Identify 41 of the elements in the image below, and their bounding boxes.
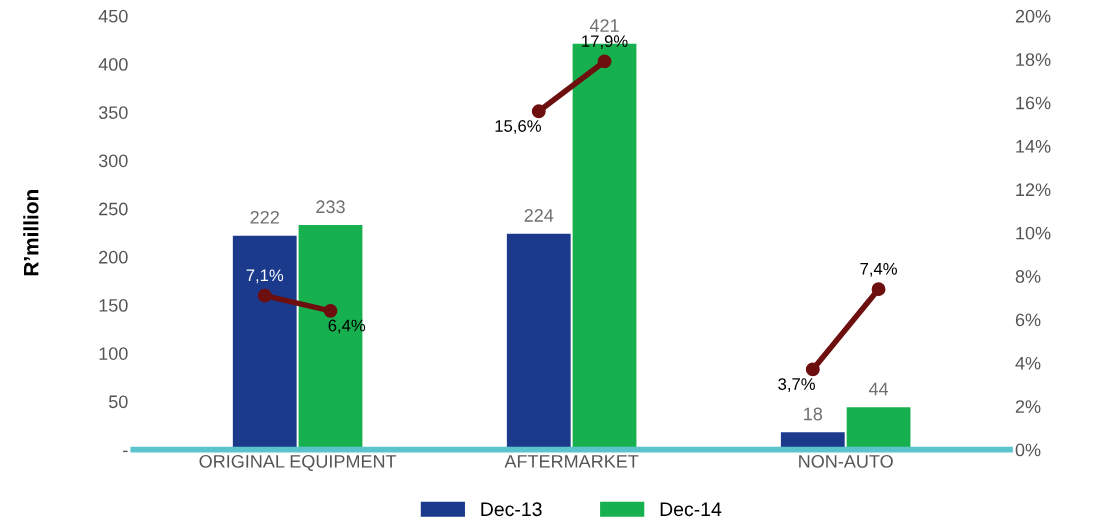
y-tick-label: 150 xyxy=(99,298,128,312)
y2-tick-label: 8% xyxy=(1015,270,1041,283)
y-tick-label: 250 xyxy=(99,202,128,216)
data-label: 44 xyxy=(868,382,889,396)
data-label: 7,4% xyxy=(860,263,897,277)
legend-label: Dec-14 xyxy=(660,502,722,517)
y-axis-title: R’million xyxy=(23,190,39,276)
y2-tick-label: 14% xyxy=(1016,140,1051,153)
y-tick-label: 300 xyxy=(98,154,128,168)
y2-tick-label: 20% xyxy=(1015,9,1051,23)
bar xyxy=(232,235,297,450)
data-label: 421 xyxy=(589,19,619,32)
data-label: 7,1% xyxy=(246,269,284,284)
x-tick-label: ORIGINAL EQUIPMENT xyxy=(199,454,397,472)
legend-label: Dec-13 xyxy=(481,502,542,517)
y2-tick-label: 6% xyxy=(1015,313,1041,327)
x-tick-label: NON-AUTO xyxy=(799,454,893,468)
bar xyxy=(298,225,363,450)
y2-tick-label: 12% xyxy=(1016,183,1051,197)
y2-tick-label: 16% xyxy=(1016,96,1051,110)
y-tick-label: 350 xyxy=(98,106,128,119)
x-tick-label: AFTERMARKET xyxy=(504,455,639,468)
data-label: 222 xyxy=(250,210,279,224)
data-label: 233 xyxy=(316,200,345,214)
y-tick-label: 100 xyxy=(99,347,128,360)
y-tick-label: - xyxy=(123,450,128,453)
y-tick-label: 450 xyxy=(98,9,128,23)
y2-tick-label: 10% xyxy=(1016,226,1051,240)
data-label: 18 xyxy=(804,407,823,421)
y2-tick-label: 0% xyxy=(1015,443,1041,457)
y-tick-label: 400 xyxy=(98,58,128,71)
data-label: 224 xyxy=(524,209,554,222)
y2-tick-label: 2% xyxy=(1015,400,1041,413)
y-tick-label: 50 xyxy=(108,395,128,409)
bar xyxy=(506,233,571,450)
data-label: 15,6% xyxy=(495,120,541,134)
y2-tick-label: 4% xyxy=(1015,356,1041,370)
y-tick-label: 200 xyxy=(99,250,128,264)
y2-tick-label: 18% xyxy=(1016,53,1051,66)
bar xyxy=(846,407,911,450)
data-label: 3,7% xyxy=(778,378,815,392)
